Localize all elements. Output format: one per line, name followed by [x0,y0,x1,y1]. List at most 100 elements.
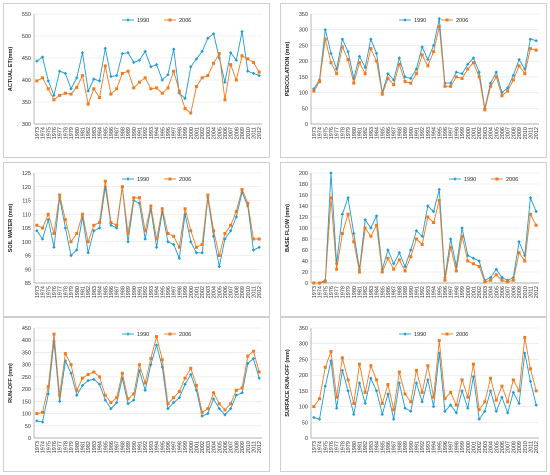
data-point-2006 [483,280,487,284]
x-tick-label: 2012 [534,441,540,453]
x-tick-label: 2009 [240,286,246,298]
x-tick-label: 1983 [92,286,98,298]
x-tick-label: 1997 [449,286,455,298]
x-tick-label: 1988 [120,441,126,453]
x-tick-label: 1976 [52,286,58,298]
x-tick-label: 1983 [369,441,375,453]
data-point-1990 [86,378,90,383]
data-point-1990 [103,398,107,402]
data-point-1990 [92,77,96,81]
data-point-2006 [437,339,441,343]
x-tick-label: 1989 [403,441,409,453]
data-point-2006 [357,362,361,366]
x-tick-label: 2006 [500,127,506,139]
data-point-2006 [240,386,244,390]
data-point-2006 [414,368,418,372]
x-tick-label: 1986 [386,286,392,298]
data-point-2006 [329,350,333,354]
data-point-1990 [92,377,96,382]
y-tick-label: 0 [28,436,31,442]
data-point-2006 [229,223,233,227]
x-tick-label: 2008 [511,286,517,298]
data-point-2006 [466,259,470,263]
y-tick-label: 50 [302,106,308,112]
data-point-2006 [234,210,238,213]
data-point-1990 [454,70,459,74]
data-point-1990 [103,46,107,51]
x-tick-label: 2012 [257,441,263,453]
x-tick-label: 2009 [240,441,246,453]
x-tick-label: 1987 [392,286,398,298]
data-point-2006 [143,229,147,233]
x-tick-label: 1985 [380,441,386,453]
data-point-2006 [52,232,56,235]
data-point-1990 [334,67,339,71]
x-tick-label: 1980 [75,441,81,453]
x-tick-label: 1999 [460,441,466,453]
data-point-1990 [211,32,216,36]
data-point-1990 [57,399,62,404]
data-point-2006 [443,397,447,401]
chart-panel-actual-et: 300 350 400 450 500 550 1973 1974 1975 1976 1977 19… [3,3,270,158]
data-point-1990 [329,171,333,175]
data-point-1990 [391,417,396,421]
x-tick-label: 1980 [75,127,81,139]
data-point-2006 [528,47,532,51]
data-point-2006 [183,207,187,211]
data-point-1990 [391,262,396,266]
data-point-1990 [40,420,45,424]
x-tick-label: 2000 [466,441,472,453]
chart-panel-run-off: 0 50 100 150 200 250 300 350 400 450 1973 1974 1975 1… [3,317,270,472]
chart-panel-surface-run-off: 0 50 100 150 200 250 300 350 1973 1974 1975 1976 197… [280,317,547,472]
legend-marker [495,177,499,181]
data-point-1990 [160,78,164,82]
data-point-2006 [528,367,532,371]
x-tick-label: 2009 [517,441,523,453]
data-point-2006 [137,80,141,84]
data-point-2006 [375,378,379,382]
x-tick-label: 1987 [392,441,398,453]
legend-marker [168,177,172,181]
data-point-2006 [206,193,210,197]
data-point-1990 [386,392,390,396]
data-point-2006 [318,281,322,285]
x-tick-label: 1975 [46,441,52,453]
data-point-2006 [386,383,390,387]
data-point-2006 [363,390,367,394]
x-tick-label: 2002 [200,441,206,453]
x-tick-label: 1977 [58,441,64,453]
data-point-1990 [340,37,345,41]
data-point-2006 [132,392,136,396]
series-line-2006 [36,52,260,114]
data-point-2006 [403,392,407,396]
x-tick-label: 1987 [392,127,398,139]
data-point-2006 [126,69,130,73]
x-tick-label: 1975 [323,441,329,453]
series-line-1990 [313,18,537,109]
x-tick-label: 1988 [120,127,126,139]
x-tick-label: 1989 [403,127,409,139]
y-tick-label: 350 [22,350,31,356]
data-point-1990 [431,404,436,409]
data-point-1990 [471,375,476,379]
data-point-1990 [46,392,50,396]
data-point-1990 [323,384,327,388]
data-point-1990 [466,406,470,410]
data-point-1990 [240,29,244,34]
data-point-2006 [477,265,481,268]
data-point-1990 [154,245,159,249]
data-point-1990 [448,237,453,241]
data-point-2006 [194,245,198,249]
data-point-1990 [97,79,102,83]
x-tick-label: 2010 [523,441,529,453]
legend-label: 1990 [414,18,426,24]
data-point-1990 [517,401,521,406]
data-point-2006 [80,212,84,216]
data-point-2006 [466,395,470,399]
x-tick-label: 2012 [257,127,263,139]
x-tick-label: 2002 [477,286,483,298]
data-point-1990 [126,51,130,55]
data-point-1990 [528,196,533,200]
data-point-1990 [132,60,136,65]
